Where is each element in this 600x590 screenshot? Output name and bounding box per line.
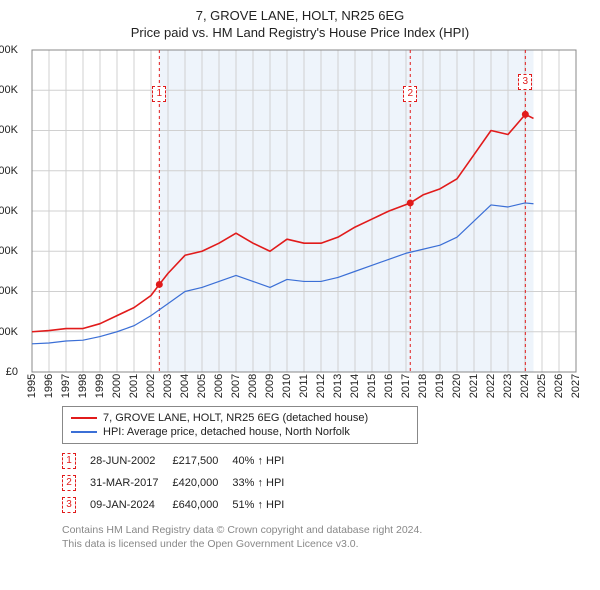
x-axis-label: 2001 [128,374,140,398]
sale-hpi-delta: 40% ↑ HPI [232,450,298,472]
y-axis-label: £600K [0,124,18,136]
x-axis-label: 2020 [451,374,463,398]
x-axis-label: 2021 [468,374,480,398]
x-axis-label: 2004 [179,374,191,398]
x-axis-label: 1996 [43,374,55,398]
address-title: 7, GROVE LANE, HOLT, NR25 6EG [10,8,590,25]
x-axis-label: 2007 [230,374,242,398]
sale-marker-icon: 2 [62,475,76,491]
sale-price: £640,000 [172,494,232,516]
sale-hpi-delta: 51% ↑ HPI [232,494,298,516]
sale-marker-1: 1 [152,86,166,102]
x-axis-label: 2023 [502,374,514,398]
sale-marker-icon: 3 [62,497,76,513]
sale-price: £420,000 [172,472,232,494]
legend-box: 7, GROVE LANE, HOLT, NR25 6EG (detached … [62,406,418,444]
footer-line-2: This data is licensed under the Open Gov… [62,538,590,552]
table-row: 3 09-JAN-2024£640,00051% ↑ HPI [62,494,298,516]
x-axis-label: 2015 [366,374,378,398]
x-axis-label: 1997 [60,374,72,398]
x-axis-label: 1995 [26,374,38,398]
y-axis-label: £400K [0,205,18,217]
legend-label: HPI: Average price, detached house, Nort… [103,426,350,438]
sale-price: £217,500 [172,450,232,472]
x-axis-label: 1999 [94,374,106,398]
y-axis-label: £300K [0,245,18,257]
x-axis-label: 2011 [298,374,310,398]
legend-item: HPI: Average price, detached house, Nort… [71,425,409,439]
legend-swatch [71,417,97,419]
x-axis-label: 2002 [145,374,157,398]
x-axis-label: 2024 [519,374,531,398]
y-axis-label: £0 [6,366,18,378]
x-axis-label: 2014 [349,374,361,398]
x-axis-label: 2016 [383,374,395,398]
x-axis-label: 2019 [434,374,446,398]
sale-marker-3: 3 [518,74,532,90]
y-axis-label: £100K [0,326,18,338]
legend-swatch [71,431,97,433]
x-axis-label: 2008 [247,374,259,398]
table-row: 1 28-JUN-2002£217,50040% ↑ HPI [62,450,298,472]
x-axis-label: 2027 [570,374,582,398]
x-axis-label: 2012 [315,374,327,398]
x-axis-label: 2000 [111,374,123,398]
y-axis-label: £500K [0,165,18,177]
chart-canvas [22,46,582,376]
sale-date: 09-JAN-2024 [90,494,172,516]
licence-footer: Contains HM Land Registry data © Crown c… [62,524,590,551]
table-row: 2 31-MAR-2017£420,00033% ↑ HPI [62,472,298,494]
x-axis-label: 2018 [417,374,429,398]
x-axis-label: 1998 [77,374,89,398]
x-axis-label: 2026 [553,374,565,398]
sale-marker-2: 2 [403,86,417,102]
sale-date: 31-MAR-2017 [90,472,172,494]
x-axis-label: 2010 [281,374,293,398]
x-axis-label: 2003 [162,374,174,398]
chart-subtitle: Price paid vs. HM Land Registry's House … [10,25,590,40]
price-chart: £0£100K£200K£300K£400K£500K£600K£700K£80… [22,46,582,376]
y-axis-label: £700K [0,84,18,96]
x-axis-label: 2005 [196,374,208,398]
y-axis-label: £800K [0,44,18,56]
footer-line-1: Contains HM Land Registry data © Crown c… [62,524,590,538]
x-axis-label: 2009 [264,374,276,398]
sale-marker-icon: 1 [62,453,76,469]
x-axis-label: 2022 [485,374,497,398]
sale-hpi-delta: 33% ↑ HPI [232,472,298,494]
x-axis-label: 2025 [536,374,548,398]
sales-table: 1 28-JUN-2002£217,50040% ↑ HPI 2 31-MAR-201… [62,450,590,516]
x-axis-label: 2006 [213,374,225,398]
x-axis-label: 2013 [332,374,344,398]
legend-label: 7, GROVE LANE, HOLT, NR25 6EG (detached … [103,412,368,424]
y-axis-label: £200K [0,285,18,297]
legend-item: 7, GROVE LANE, HOLT, NR25 6EG (detached … [71,411,409,425]
sale-date: 28-JUN-2002 [90,450,172,472]
x-axis-label: 2017 [400,374,412,398]
